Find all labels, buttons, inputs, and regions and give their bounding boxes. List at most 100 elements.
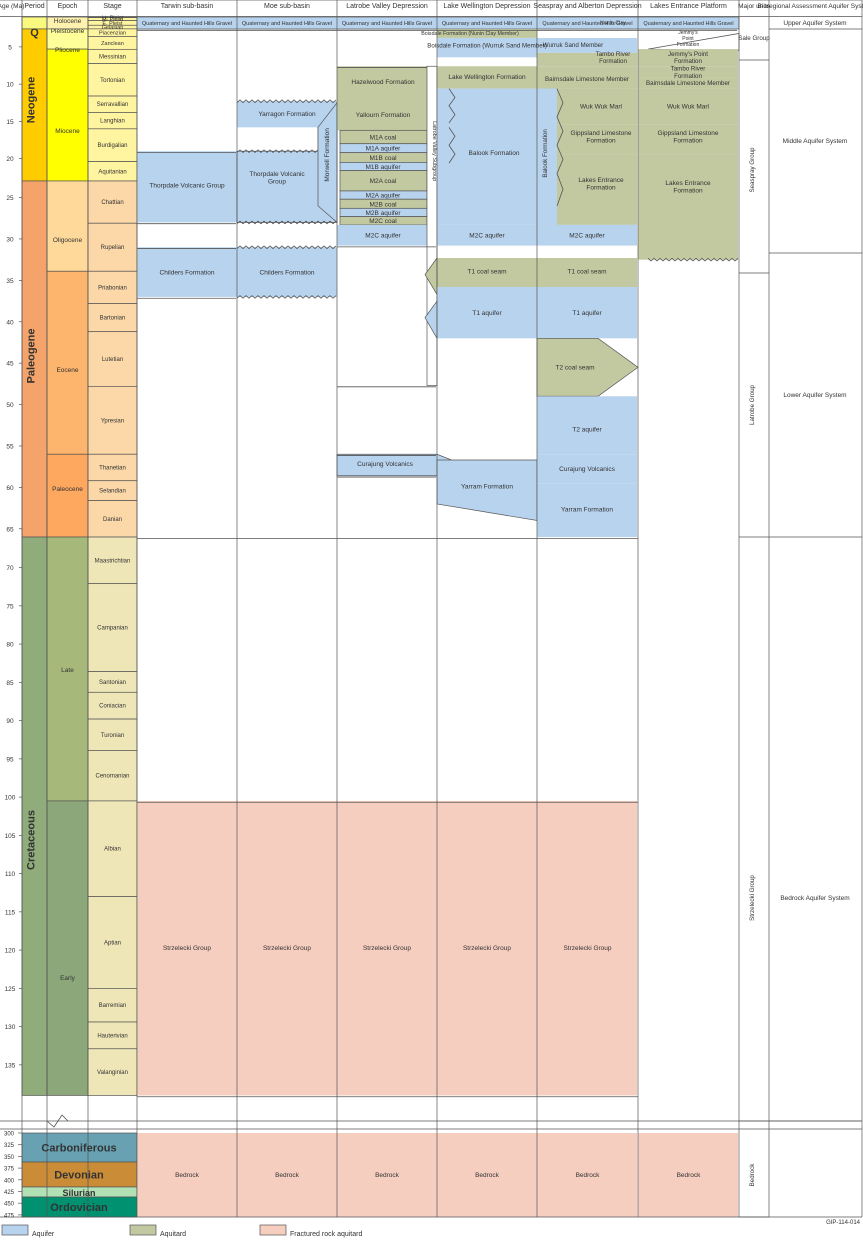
label: Bedrock (475, 1172, 500, 1179)
age-tick-label: 45 (6, 361, 14, 368)
stage-label: Serravallian (97, 102, 129, 108)
label: Jemmy's Point Formation (677, 30, 700, 48)
age-break (0, 1121, 862, 1129)
bairnsdale-s (537, 66, 637, 89)
label: 300 (4, 1132, 15, 1138)
label: Nunin Clay (600, 21, 626, 27)
epoch-label: Late (61, 667, 74, 674)
label: M1A aquifer (366, 146, 402, 153)
stage-cell (87, 896, 138, 989)
label: Balook Formation (469, 150, 520, 157)
age-tick-label: 5 (8, 44, 12, 51)
label: Bedrock (375, 1172, 400, 1179)
label: M2C aquifer (365, 232, 401, 239)
stage-label: Burdigalian (97, 143, 127, 149)
yallourn (337, 103, 427, 131)
label-line: Tambo River (596, 51, 631, 58)
label: Bedrock (749, 1163, 756, 1187)
stage-label: Campanian (97, 626, 128, 632)
legend-swatch (1, 1224, 29, 1236)
gravel-label: Quaternary and Haunted Hills Gravel (442, 21, 532, 27)
label-line: Thorpdale Volcanic (249, 171, 305, 178)
label: Bedrock Aquifer System (780, 895, 849, 902)
label: T1 aquifer (572, 310, 602, 317)
label: Middle Aquifer System (783, 138, 848, 145)
s-m2c (537, 224, 637, 246)
moe-childers (237, 247, 337, 297)
epoch-label: Oligocene (53, 237, 83, 244)
age-tick-label: 105 (5, 833, 16, 840)
age-tick-label: 30 (6, 236, 14, 243)
legend-label: Aquifer (32, 1231, 55, 1238)
stage-cell (87, 331, 138, 387)
legend-swatch (129, 1224, 157, 1236)
label-line: Tambo River (671, 66, 706, 73)
stage-label: Aptian (104, 940, 121, 946)
label: M1A coal (370, 135, 397, 142)
stage-label: Zanclean (101, 41, 124, 47)
zigzag (448, 127, 456, 164)
label: M2B aquifer (365, 210, 401, 217)
w-t1-aquifer (437, 286, 537, 339)
bairnsdale-l (638, 77, 738, 89)
label: Silurian (62, 1188, 95, 1198)
label: 375 (4, 1167, 15, 1173)
label: Latrobe Group (749, 384, 756, 424)
gravel-label: Quaternary and Haunted Hills Gravel (242, 21, 332, 27)
stage-cell (87, 385, 138, 455)
stage-label: Ypresian (101, 418, 124, 424)
stage-label: Turonian (101, 733, 124, 739)
stage-label: E. Pleist (102, 21, 123, 27)
morwell-label: Morwell Formation (324, 128, 331, 182)
age-tick-label: 95 (6, 756, 14, 763)
label: Carboniferous (41, 1143, 116, 1155)
label: Strzelecki Group (749, 875, 756, 921)
label: Childers Formation (260, 270, 315, 277)
label: M2A coal (370, 178, 397, 185)
gravel-label: Quaternary and Haunted Hills Gravel (542, 21, 632, 27)
unconformity-line (236, 295, 337, 299)
stage-cell (87, 180, 138, 224)
label: Bairnsdale Limestone Member (545, 76, 629, 83)
period-cretaceous: Cretaceous (26, 810, 38, 870)
period-paleogene: Paleogene (26, 328, 38, 383)
label-line: Formation (586, 137, 616, 144)
stage-label: Aquitanian (98, 169, 126, 175)
age-tick-label: 35 (6, 278, 14, 285)
stage-header: Stage (103, 3, 121, 10)
stage-label: Langhian (100, 119, 125, 125)
label: Bedrock (677, 1172, 702, 1179)
boisdale-nunin (437, 28, 537, 38)
label-line: Lakes Entrance (665, 180, 711, 187)
unconformity-line (236, 245, 337, 250)
stage-label: Tortonian (100, 78, 125, 84)
unconformity-line (236, 220, 337, 225)
legend-swatch (259, 1224, 287, 1236)
label: Boisdale Formation (Nunin Clay Member) (421, 31, 519, 37)
age-tick-label: 115 (5, 909, 16, 916)
label-line: Jemmy's Point (668, 51, 708, 58)
label: Strzelecki Group (263, 945, 311, 952)
label: Bedrock (175, 1172, 200, 1179)
epoch-label: Eocene (56, 367, 78, 374)
label: Seaspray Group (749, 147, 756, 193)
label: Strzelecki Group (163, 945, 211, 952)
age-tick-label: 75 (6, 603, 14, 610)
epoch-5 (46, 270, 89, 455)
w-m2c (437, 224, 537, 246)
age-tick-label: 65 (6, 526, 14, 533)
legend-label: Fractured rock aquitard (290, 1231, 362, 1238)
label: M1B aquifer (365, 164, 401, 171)
stage-label: Danian (103, 517, 122, 523)
bedrock-0 (137, 1133, 237, 1217)
stage-label: Bartonian (100, 316, 126, 322)
label: Jemmy's Point Formation (668, 51, 708, 65)
strzelecki-0 (137, 800, 237, 1096)
w-t1-coal (437, 258, 537, 287)
age-tick-label: 10 (6, 82, 14, 89)
strzelecki-3 (437, 800, 537, 1096)
lakes-entrance-l (638, 154, 738, 260)
label: T1 coal seam (567, 269, 606, 276)
label: 450 (4, 1202, 15, 1208)
period-header: Period (24, 3, 44, 10)
